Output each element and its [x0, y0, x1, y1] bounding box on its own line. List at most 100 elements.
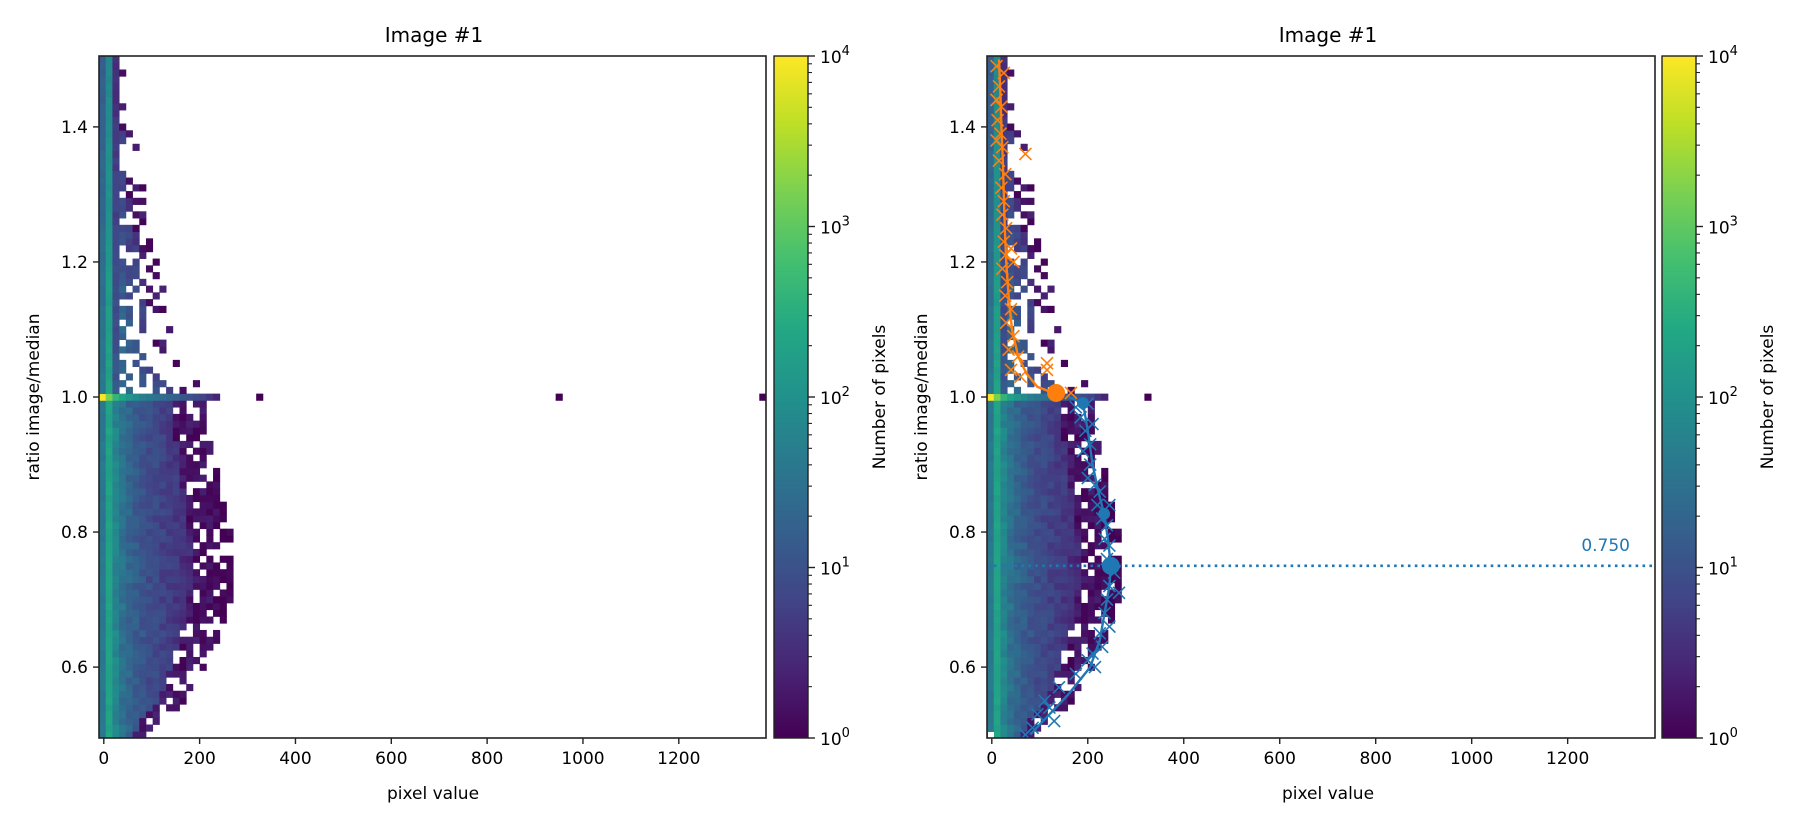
- histogram-bin: [139, 312, 147, 320]
- cross-marker-lower: [1083, 457, 1097, 472]
- histogram-bin: [993, 184, 1001, 192]
- histogram-bin: [1054, 629, 1062, 638]
- colorbar-tick-label: 102: [1708, 385, 1738, 409]
- histogram-bin: [987, 366, 995, 374]
- histogram-bin: [1040, 542, 1048, 550]
- cross-marker-upper: [1002, 343, 1016, 357]
- histogram-bin: [172, 569, 180, 577]
- histogram-bin: [987, 569, 995, 577]
- histogram-bin: [1060, 461, 1069, 469]
- histogram-bin: [213, 596, 221, 604]
- histogram-bin: [1000, 366, 1008, 374]
- histogram-bin: [1007, 704, 1015, 712]
- histogram-bin: [112, 116, 120, 124]
- histogram-bin: [99, 501, 107, 509]
- histogram-bin: [125, 515, 133, 523]
- histogram-bin: [1060, 535, 1069, 543]
- histogram-bin: [1074, 589, 1082, 597]
- histogram-bin: [1054, 488, 1062, 496]
- histogram-bin: [186, 420, 194, 428]
- histogram-bin: [206, 494, 214, 503]
- histogram-bin: [1067, 616, 1075, 624]
- histogram-bin: [1027, 251, 1035, 259]
- histogram-bin: [105, 393, 113, 401]
- histogram-bin: [1060, 636, 1069, 644]
- histogram-bin: [1034, 602, 1042, 611]
- histogram-bin: [186, 575, 194, 584]
- histogram-bin: [1020, 407, 1028, 415]
- histogram-bin: [1000, 110, 1008, 118]
- x-tick-label: 0: [98, 749, 109, 769]
- histogram-bin: [159, 589, 167, 597]
- histogram-bin: [119, 272, 127, 280]
- histogram-bin: [119, 690, 127, 698]
- histogram-bin: [145, 636, 154, 644]
- histogram-bin: [112, 616, 120, 624]
- histogram-bin: [132, 400, 140, 408]
- histogram-bin: [179, 582, 187, 590]
- histogram-bin: [125, 427, 133, 435]
- histogram-bin: [152, 663, 160, 671]
- histogram-bin: [132, 575, 140, 584]
- x-tick-label: 1000: [561, 749, 604, 769]
- histogram-bin: [1047, 434, 1055, 442]
- histogram-bin: [159, 528, 167, 536]
- histogram-bin: [172, 602, 180, 611]
- histogram-bin: [152, 616, 160, 624]
- histogram-bin: [186, 602, 194, 611]
- histogram-bin: [993, 474, 1001, 482]
- histogram-bin: [125, 683, 133, 692]
- histogram-bin: [192, 447, 201, 455]
- histogram-bin: [1040, 508, 1048, 516]
- histogram-bin: [199, 474, 207, 482]
- histogram-bin: [1081, 528, 1089, 536]
- histogram-bin: [1000, 285, 1008, 293]
- histogram-bin: [987, 116, 995, 124]
- histogram-bin: [1013, 515, 1021, 523]
- histogram-bin: [139, 562, 147, 570]
- histogram-bin: [1027, 373, 1035, 381]
- histogram-bin: [1054, 521, 1062, 530]
- histogram-bin: [145, 245, 154, 253]
- histogram-bin: [139, 454, 147, 462]
- histogram-bin: [139, 602, 147, 611]
- histogram-bin: [105, 76, 113, 84]
- histogram-bin: [112, 440, 120, 449]
- histogram-bin: [993, 130, 1001, 138]
- histogram-bin: [166, 542, 174, 550]
- histogram-bin: [152, 393, 160, 401]
- cross-marker-lower: [1038, 694, 1052, 708]
- histogram-bin: [1047, 629, 1055, 638]
- histogram-bin: [119, 683, 127, 692]
- histogram-bin: [1067, 427, 1075, 435]
- histogram-bin: [1060, 488, 1069, 496]
- histogram-bin: [1007, 596, 1015, 604]
- histogram-bin: [1087, 542, 1095, 550]
- histogram-bin: [206, 481, 214, 489]
- histogram-bin: [1040, 535, 1048, 543]
- histogram-bin: [1054, 467, 1062, 476]
- histogram-bin: [1067, 636, 1075, 644]
- histogram-bin: [166, 683, 174, 692]
- right-x-axis-label: pixel value: [1282, 784, 1374, 804]
- histogram-bin: [105, 150, 113, 158]
- histogram-bin: [99, 427, 107, 435]
- cross-marker-upper: [990, 93, 1004, 107]
- histogram-bin: [1020, 562, 1028, 570]
- histogram-bin: [1007, 609, 1015, 617]
- histogram-bin: [1034, 609, 1042, 617]
- histogram-bin: [152, 575, 160, 584]
- histogram-bin: [1047, 616, 1055, 624]
- histogram-bin: [152, 474, 160, 482]
- histogram-bin: [119, 650, 127, 658]
- histogram-bin: [139, 278, 147, 286]
- histogram-bin: [206, 488, 214, 496]
- histogram-bin: [159, 643, 167, 651]
- histogram-bin: [1054, 650, 1062, 658]
- histogram-bin: [226, 528, 234, 536]
- histogram-bin: [139, 184, 147, 192]
- histogram-bin: [1040, 420, 1048, 428]
- histogram-bin: [1047, 380, 1055, 388]
- histogram-bin: [1020, 515, 1028, 523]
- histogram-bin: [1107, 501, 1116, 509]
